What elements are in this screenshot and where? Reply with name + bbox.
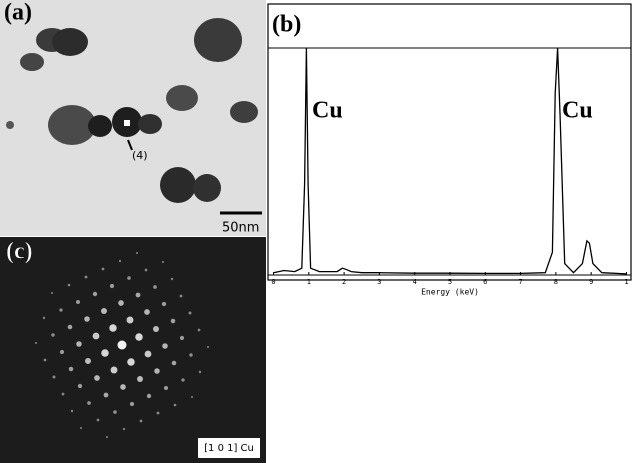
spot — [127, 317, 134, 324]
x-tick-label: 5 — [448, 278, 452, 286]
spot — [180, 295, 183, 298]
spot — [189, 312, 192, 315]
spot — [85, 358, 91, 364]
spot — [71, 410, 73, 412]
spot — [113, 410, 117, 414]
spot — [147, 394, 151, 398]
spot — [106, 436, 108, 438]
spot — [207, 346, 209, 348]
panel-label: (a) — [4, 0, 32, 26]
x-tick-label: 9 — [589, 278, 593, 286]
spot — [53, 376, 56, 379]
x-tick-label: 6 — [483, 278, 487, 286]
spot — [68, 284, 71, 287]
spot — [145, 269, 148, 272]
spot — [76, 341, 82, 347]
spot — [43, 317, 45, 319]
x-tick-label: 8 — [554, 278, 558, 286]
x-tick-label: 4 — [413, 278, 417, 286]
panel-label: (b) — [272, 12, 301, 38]
spot — [144, 309, 150, 315]
spot — [174, 404, 177, 407]
spot — [135, 333, 142, 340]
spot — [102, 268, 105, 271]
spot — [153, 326, 159, 332]
annotation: Cu — [562, 98, 593, 124]
zone-axis-label: [1 0 1] Cu — [204, 443, 254, 454]
spot — [87, 401, 91, 405]
spot — [93, 292, 97, 296]
marker-label: (4) — [132, 149, 148, 162]
x-tick-label: 0 — [271, 278, 275, 286]
spot — [111, 367, 118, 374]
spot — [181, 378, 184, 381]
spot — [93, 333, 100, 340]
panel-label: (c) — [6, 239, 33, 265]
spot — [162, 261, 164, 263]
spot — [119, 260, 121, 262]
spot — [118, 300, 124, 306]
spot — [69, 367, 73, 371]
spot — [68, 325, 73, 330]
x-tick-label: 7 — [518, 278, 522, 286]
spot — [94, 375, 100, 381]
spot — [162, 302, 166, 306]
spectrum-frame — [268, 4, 631, 280]
spot — [199, 371, 201, 373]
spot — [154, 368, 160, 374]
x-axis-label: Energy (keV) — [421, 288, 479, 297]
spot — [85, 276, 88, 279]
spot — [104, 393, 109, 398]
spot — [136, 252, 138, 254]
spot — [76, 300, 80, 304]
spot — [120, 384, 126, 390]
scale-bar-label: 50nm — [222, 221, 259, 236]
diffraction-image — [0, 237, 266, 463]
spot — [137, 376, 143, 382]
spot — [136, 293, 141, 298]
spot — [180, 336, 184, 340]
x-tick-label: 2 — [342, 278, 346, 286]
spot — [35, 342, 37, 344]
spot — [172, 361, 177, 366]
spot — [127, 276, 131, 280]
spot — [78, 384, 82, 388]
spot — [198, 329, 201, 332]
figure: (a) (4) 50nm (c) [1 0 1] Cu (b) Energy (… — [0, 0, 634, 463]
spot — [171, 278, 173, 280]
spot — [118, 341, 127, 350]
spot — [171, 319, 175, 323]
x-tick-label: 1 — [307, 278, 311, 286]
spot — [97, 419, 100, 422]
spot — [191, 396, 193, 398]
x-tick-label: 1 — [624, 278, 628, 286]
annotation: Cu — [312, 98, 343, 124]
spot — [110, 284, 114, 288]
spot — [189, 353, 192, 356]
spot — [101, 349, 108, 356]
spot — [145, 351, 152, 358]
spot — [157, 412, 160, 415]
spot — [44, 359, 47, 362]
tem-image — [0, 0, 266, 236]
spot — [127, 358, 134, 365]
x-tick-label: 3 — [377, 278, 381, 286]
spot — [101, 308, 107, 314]
spot — [109, 324, 116, 331]
spot — [153, 285, 157, 289]
spot — [51, 292, 53, 294]
spot — [51, 333, 54, 336]
spot — [80, 427, 82, 429]
spot — [123, 428, 125, 430]
spot — [84, 316, 90, 322]
spectrum-line — [274, 48, 627, 274]
spot — [140, 420, 143, 423]
spot — [60, 350, 64, 354]
spot — [59, 308, 62, 311]
spot — [130, 402, 134, 406]
spot — [162, 343, 168, 349]
spot — [164, 386, 168, 390]
spot — [62, 393, 65, 396]
